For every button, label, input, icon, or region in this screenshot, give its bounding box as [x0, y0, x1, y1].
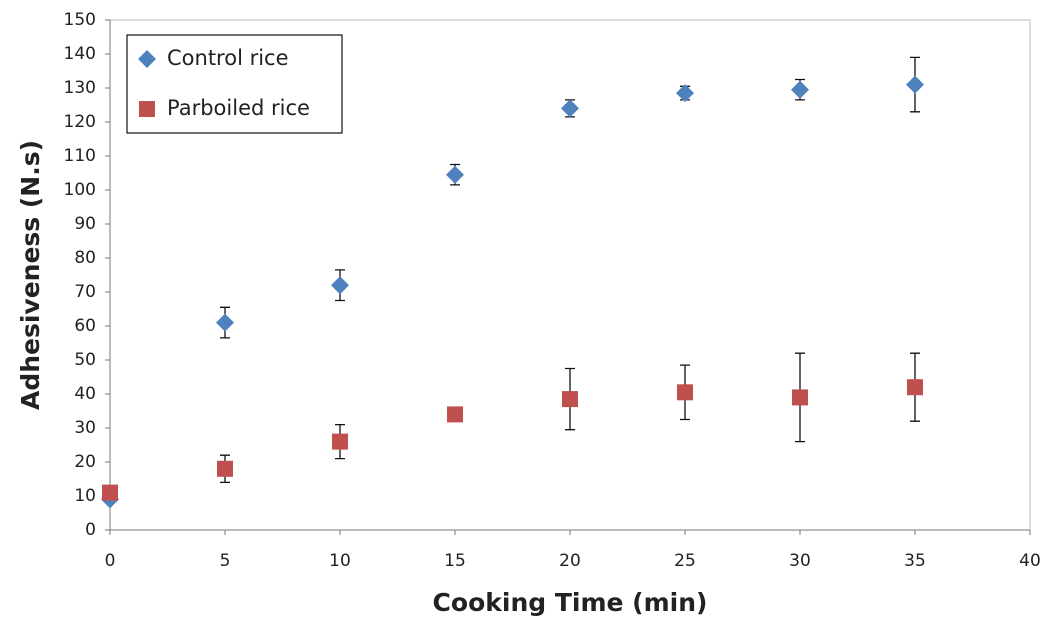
- data-point: [331, 276, 349, 295]
- legend-marker: [139, 101, 155, 117]
- data-point: [676, 84, 694, 103]
- y-tick-label: 60: [74, 316, 96, 336]
- data-point: [332, 433, 348, 450]
- y-tick-label: 0: [85, 520, 96, 540]
- y-tick-label: 70: [74, 282, 96, 302]
- y-tick-label: 90: [74, 214, 96, 234]
- y-tick-label: 20: [74, 452, 96, 472]
- y-tick-label: 50: [74, 350, 96, 370]
- legend-marker: [138, 50, 156, 68]
- y-tick-label: 110: [64, 146, 96, 166]
- data-point: [791, 80, 809, 99]
- data-point: [446, 165, 464, 184]
- data-point: [906, 75, 924, 94]
- x-tick-label: 30: [789, 551, 811, 571]
- data-point: [562, 391, 578, 408]
- data-point: [561, 99, 579, 118]
- data-point: [792, 389, 808, 406]
- y-tick-label: 80: [74, 248, 96, 268]
- data-point: [677, 384, 693, 401]
- legend-box: [126, 34, 343, 134]
- y-axis-title: Adhesiveness (N.s): [16, 140, 45, 410]
- legend-label: Control rice: [167, 46, 289, 70]
- x-tick-label: 25: [674, 551, 696, 571]
- data-point: [907, 379, 923, 396]
- x-tick-label: 5: [220, 551, 231, 571]
- y-tick-label: 130: [64, 78, 96, 98]
- y-tick-label: 30: [74, 418, 96, 438]
- x-tick-label: 40: [1019, 551, 1041, 571]
- x-tick-label: 15: [444, 551, 466, 571]
- legend-label: Parboiled rice: [167, 96, 310, 120]
- data-point: [216, 313, 234, 332]
- data-point: [217, 460, 233, 477]
- x-tick-label: 0: [105, 551, 116, 571]
- data-point: [447, 406, 463, 423]
- y-tick-label: 120: [64, 112, 96, 132]
- x-tick-label: 10: [329, 551, 351, 571]
- data-point: [102, 484, 118, 501]
- x-axis-title: Cooking Time (min): [433, 588, 708, 617]
- y-tick-label: 10: [74, 486, 96, 506]
- y-tick-label: 100: [64, 180, 96, 200]
- y-tick-label: 150: [64, 10, 96, 30]
- x-tick-label: 20: [559, 551, 581, 571]
- y-tick-label: 40: [74, 384, 96, 404]
- x-tick-label: 35: [904, 551, 926, 571]
- y-tick-label: 140: [64, 44, 96, 64]
